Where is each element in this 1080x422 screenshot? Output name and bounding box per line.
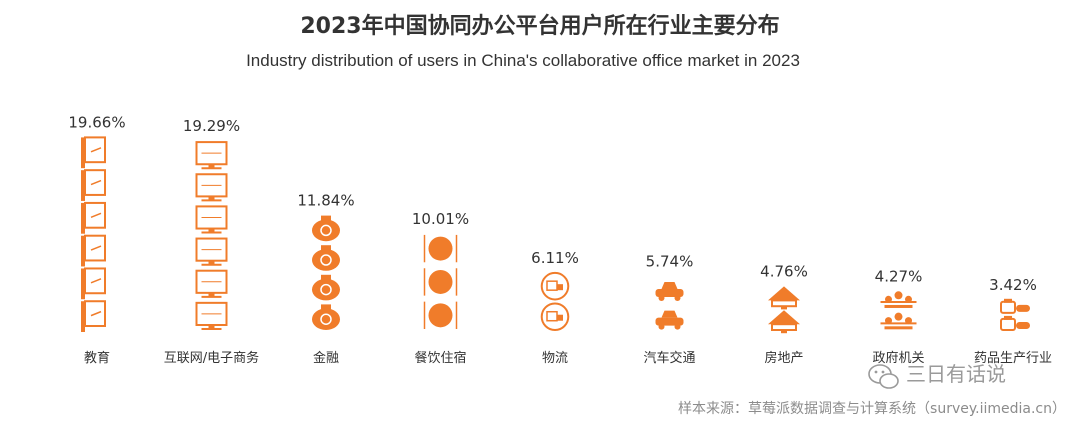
category-label-5: 物流 bbox=[542, 351, 568, 366]
category-label-3: 金融 bbox=[313, 350, 339, 366]
category-label-7: 房地产 bbox=[764, 350, 803, 366]
source-note: 样本来源：草莓派数据调查与计算系统（survey.iimedia.cn） bbox=[678, 401, 1066, 417]
category-label-2: 互联网/电子商务 bbox=[164, 350, 259, 366]
category-label-1: 教育 bbox=[84, 350, 110, 366]
category-label-4: 餐饮住宿 bbox=[414, 350, 466, 366]
value-label-4: 10.01% bbox=[412, 210, 469, 228]
bar-6 bbox=[655, 281, 684, 330]
category-label-8: 政府机关 bbox=[872, 351, 924, 366]
value-label-1: 19.66% bbox=[68, 113, 125, 131]
chart-title: 2023年中国协同办公平台用户所在行业主要分布 bbox=[300, 13, 779, 39]
value-labels-group: 19.66% 19.29% 11.84% 10.01% 6.11% 5.74% 4.76% 4… bbox=[68, 113, 1036, 293]
watermark-text: 三日有话说 bbox=[906, 362, 1006, 386]
category-labels-group: 教育 互联网/电子商务 金融 餐饮住宿 物流 汽车交通 房地产 政府机关 药品生产行业 bbox=[84, 350, 1052, 366]
bar-7 bbox=[768, 286, 800, 334]
chart-subtitle: Industry distribution of users in China'… bbox=[246, 51, 800, 70]
bars-group bbox=[81, 136, 1030, 334]
value-label-9: 3.42% bbox=[989, 276, 1037, 294]
bar-4 bbox=[423, 234, 458, 329]
value-label-3: 11.84% bbox=[297, 192, 354, 210]
bar-3 bbox=[312, 215, 340, 331]
value-label-7: 4.76% bbox=[760, 262, 808, 280]
value-label-6: 5.74% bbox=[646, 253, 694, 271]
wechat-icon bbox=[868, 364, 899, 389]
value-label-5: 6.11% bbox=[531, 249, 579, 267]
value-label-2: 19.29% bbox=[183, 117, 240, 135]
value-label-8: 4.27% bbox=[875, 267, 923, 285]
bar-8 bbox=[880, 291, 917, 330]
bar-1 bbox=[81, 136, 106, 332]
bar-9 bbox=[1000, 298, 1030, 331]
bar-5 bbox=[540, 271, 570, 332]
category-label-6: 汽车交通 bbox=[643, 350, 695, 366]
category-label-9: 药品生产行业 bbox=[974, 351, 1052, 366]
bar-2 bbox=[195, 141, 228, 330]
